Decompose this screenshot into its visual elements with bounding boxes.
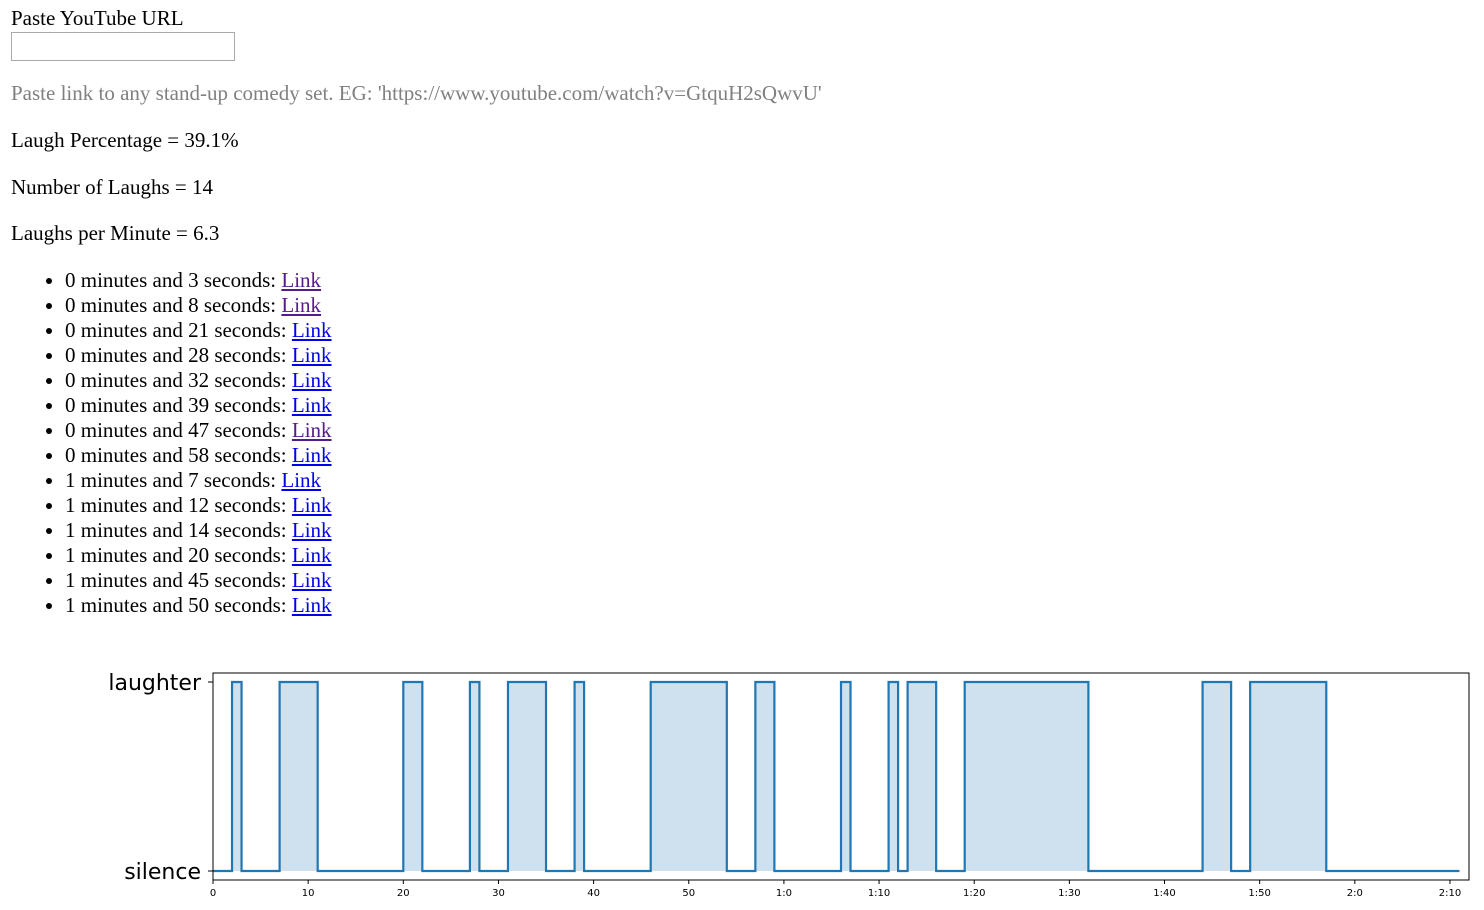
laughter-chart-svg: 0 10 20 30 40 50 1:0 1:10 1:20 1:30 1:40 1:50 2:0 2:1… [108, 671, 1470, 899]
laugh-list-item: 0 minutes and 39 seconds: Link [65, 393, 332, 418]
laugh-timestamp-text: 1 minutes and 12 seconds: [65, 493, 292, 517]
y-tick-label: laughter [108, 671, 202, 696]
x-tick-label: 1:30 [1058, 888, 1080, 899]
x-tick-label: 30 [492, 888, 505, 899]
x-tick-label: 50 [682, 888, 695, 899]
y-tick-label: silence [124, 860, 201, 885]
laughs-per-minute: Laughs per Minute = 6.3 [11, 221, 220, 245]
laugh-link[interactable]: Link [291, 418, 332, 442]
laugh-timestamp-text: 0 minutes and 3 seconds: [65, 268, 282, 292]
laugh-link[interactable]: Link [291, 393, 332, 417]
x-tick-label: 1:10 [868, 888, 890, 899]
laugh-link[interactable]: Link [291, 593, 332, 617]
x-tick-label: 10 [302, 888, 315, 899]
laugh-list-item: 1 minutes and 7 seconds: Link [65, 468, 332, 493]
laugh-link[interactable]: Link [291, 543, 332, 567]
laugh-link[interactable]: Link [281, 468, 322, 492]
number-of-laughs: Number of Laughs = 14 [11, 175, 213, 199]
plot-frame [212, 672, 1470, 881]
laugh-timestamp-text: 0 minutes and 28 seconds: [65, 343, 292, 367]
laugh-link[interactable]: Link [291, 518, 332, 542]
x-tick-label: 0 [210, 888, 216, 899]
laugh-list-item: 0 minutes and 47 seconds: Link [65, 418, 332, 443]
laugh-list-item: 1 minutes and 14 seconds: Link [65, 518, 332, 543]
laugh-timestamp-text: 1 minutes and 45 seconds: [65, 568, 292, 592]
laugh-list-item: 1 minutes and 12 seconds: Link [65, 493, 332, 518]
laugh-timestamp-text: 0 minutes and 32 seconds: [65, 368, 292, 392]
laugh-list-item: 1 minutes and 20 seconds: Link [65, 543, 332, 568]
laugh-link[interactable]: Link [281, 293, 322, 317]
x-tick-label: 2:10 [1439, 888, 1461, 899]
url-hint: Paste link to any stand-up comedy set. E… [11, 81, 822, 105]
x-tick-label: 1:20 [963, 888, 985, 899]
laugh-timestamp-text: 0 minutes and 21 seconds: [65, 318, 292, 342]
laugh-timestamp-text: 0 minutes and 8 seconds: [65, 293, 282, 317]
laugh-list-item: 0 minutes and 58 seconds: Link [65, 443, 332, 468]
laughter-step-line [213, 680, 1460, 873]
x-tick-label: 1:40 [1153, 888, 1175, 899]
laugh-link[interactable]: Link [291, 368, 332, 392]
laugh-timestamp-text: 1 minutes and 50 seconds: [65, 593, 292, 617]
laugh-link[interactable]: Link [291, 493, 332, 517]
laugh-link[interactable]: Link [291, 318, 332, 342]
laugh-link[interactable]: Link [291, 443, 332, 467]
x-tick-label: 40 [587, 888, 600, 899]
laugh-list-item: 1 minutes and 45 seconds: Link [65, 568, 332, 593]
youtube-url-input[interactable] [11, 32, 235, 61]
x-tick-label: 20 [397, 888, 410, 899]
laugh-link[interactable]: Link [291, 568, 332, 592]
laugh-list-item: 0 minutes and 3 seconds: Link [65, 268, 332, 293]
laughter-fill-area [213, 682, 1460, 871]
laugh-timestamp-text: 1 minutes and 7 seconds: [65, 468, 282, 492]
x-tick-label: 1:0 [776, 888, 792, 899]
laugh-list-item: 0 minutes and 8 seconds: Link [65, 293, 332, 318]
laugh-timestamp-text: 0 minutes and 58 seconds: [65, 443, 292, 467]
laugh-list-item: 1 minutes and 50 seconds: Link [65, 593, 332, 618]
laugh-timestamp-text: 1 minutes and 14 seconds: [65, 518, 292, 542]
laugh-timestamp-text: 0 minutes and 47 seconds: [65, 418, 292, 442]
laugh-link[interactable]: Link [291, 343, 332, 367]
laugh-list-item: 0 minutes and 21 seconds: Link [65, 318, 332, 343]
laugh-timestamp-text: 0 minutes and 39 seconds: [65, 393, 292, 417]
laugh-percentage: Laugh Percentage = 39.1% [11, 128, 239, 152]
x-tick-label: 2:0 [1347, 888, 1363, 899]
laugh-link[interactable]: Link [281, 268, 322, 292]
laughter-chart: 0 10 20 30 40 50 1:0 1:10 1:20 1:30 1:40 1:50 2:0 2:1… [0, 655, 1484, 910]
laugh-timestamp-text: 1 minutes and 20 seconds: [65, 543, 292, 567]
laugh-list-item: 0 minutes and 32 seconds: Link [65, 368, 332, 393]
url-label: Paste YouTube URL [11, 6, 184, 30]
laugh-list-item: 0 minutes and 28 seconds: Link [65, 343, 332, 368]
x-tick-label: 1:50 [1248, 888, 1270, 899]
